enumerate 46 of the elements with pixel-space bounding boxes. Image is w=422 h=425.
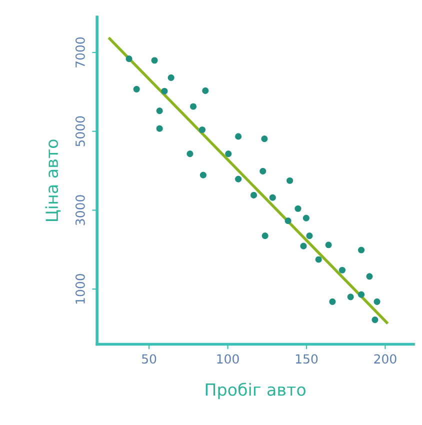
point — [225, 150, 232, 158]
point — [260, 168, 266, 174]
point — [202, 87, 209, 94]
point — [306, 232, 313, 240]
point — [325, 242, 332, 248]
point — [250, 192, 258, 199]
point — [358, 246, 365, 254]
point — [302, 214, 310, 222]
point — [190, 103, 197, 110]
point — [347, 294, 354, 300]
point — [294, 205, 302, 212]
point — [372, 316, 378, 324]
point — [358, 291, 365, 298]
point — [126, 56, 132, 62]
point — [168, 74, 174, 82]
x-tick-label: 50 — [142, 354, 156, 364]
point — [261, 136, 268, 142]
point — [235, 176, 242, 182]
x-tick-label: 100 — [217, 354, 239, 364]
x-axis-title: Пробіг авто — [206, 382, 306, 400]
x-tick-label: 150 — [296, 354, 318, 364]
point — [286, 177, 294, 184]
y-tick-label: 7000 — [75, 37, 85, 68]
point — [374, 298, 380, 305]
point — [284, 218, 292, 224]
point — [338, 266, 346, 274]
x-tick-label: 200 — [374, 354, 396, 364]
point — [329, 298, 336, 305]
point — [269, 194, 276, 201]
point — [366, 273, 373, 280]
point — [133, 86, 140, 92]
point — [262, 232, 268, 240]
point — [156, 108, 163, 114]
y-tick-label: 1000 — [75, 274, 85, 304]
y-tick-label: 5000 — [75, 116, 85, 146]
point — [156, 125, 163, 132]
y-axis-title: Ціна авто — [45, 140, 60, 221]
y-tick-label: 3000 — [75, 195, 85, 226]
point — [300, 242, 307, 250]
point — [315, 256, 322, 263]
point — [198, 126, 206, 134]
point — [186, 150, 194, 158]
point — [161, 88, 168, 94]
point — [200, 172, 206, 178]
point — [151, 57, 158, 64]
point — [235, 133, 242, 140]
